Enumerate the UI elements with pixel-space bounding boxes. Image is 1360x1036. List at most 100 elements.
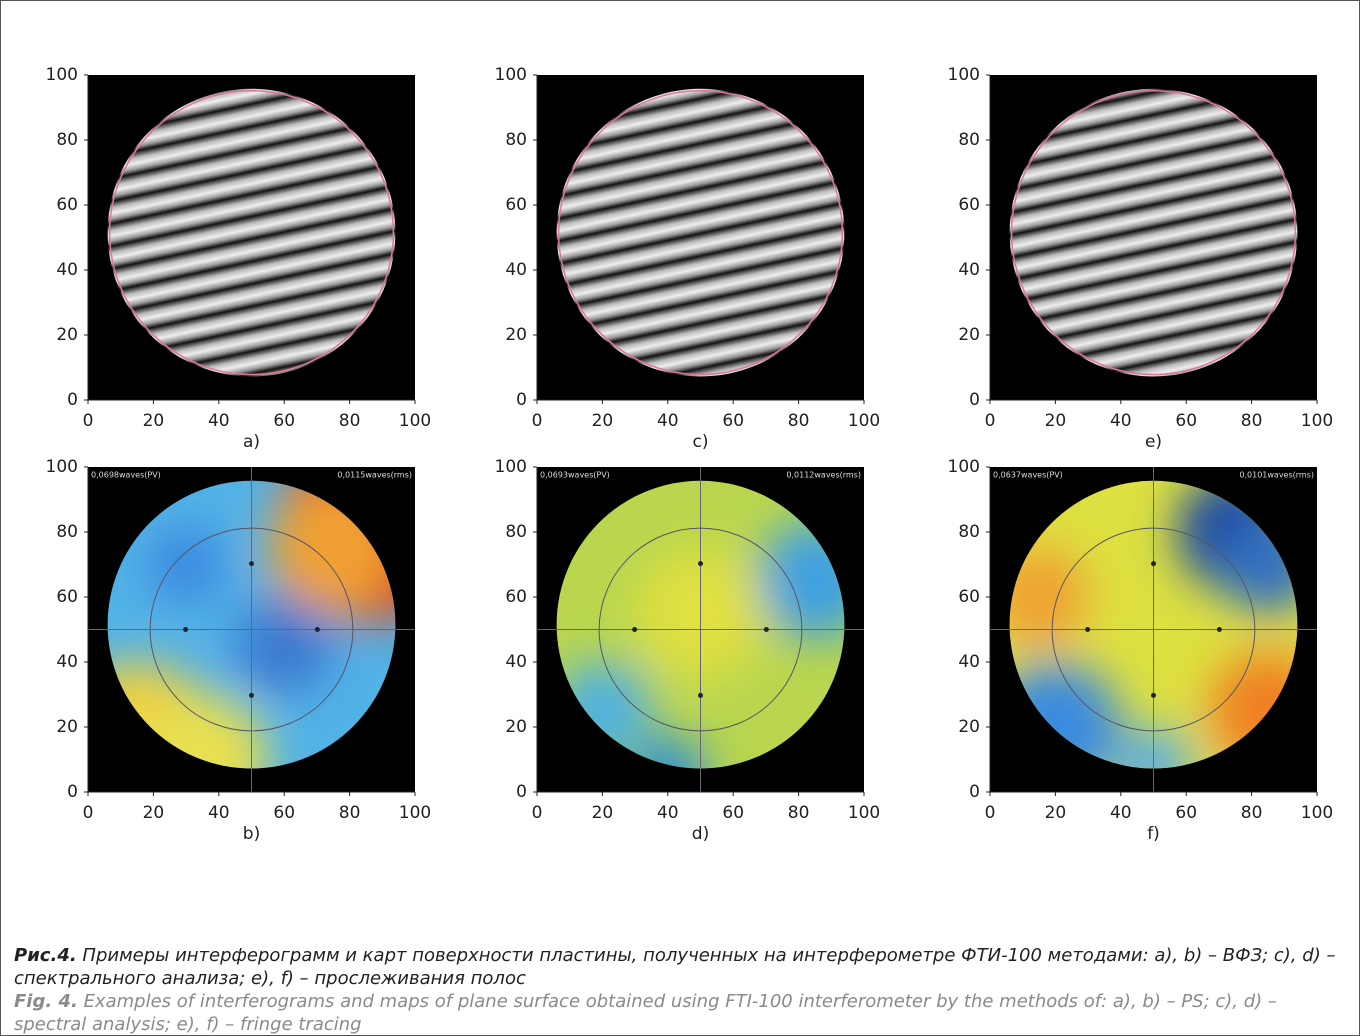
x-tick-label: 60 (722, 411, 744, 431)
y-tick-label: 80 (56, 130, 78, 150)
marker-dot (249, 561, 254, 566)
x-tick-label: 80 (339, 411, 361, 431)
x-tick-label: 20 (1045, 803, 1067, 823)
marker-dot (1217, 627, 1222, 632)
x-tick-label: 100 (1301, 411, 1333, 431)
map-blob (235, 597, 333, 695)
figure: 0 20 40 60 80 100 0 20 40 60 80 100 a) 0 20 40 60 80 100 0 2… (0, 0, 1360, 1036)
x-tick-label: 0 (532, 411, 543, 431)
x-tick-label: 0 (985, 803, 996, 823)
y-tick-label: 0 (516, 782, 527, 802)
y-tick-label: 80 (958, 522, 980, 542)
y-tick-label: 20 (505, 325, 527, 345)
map-blob (147, 525, 225, 603)
rms-label: 0,0101waves(rms) (1239, 471, 1314, 480)
y-tick-label: 60 (958, 587, 980, 607)
marker-dot (249, 693, 254, 698)
y-tick-label: 20 (958, 717, 980, 737)
caption-label: Fig. 4. (14, 991, 78, 1012)
y-tick-label: 0 (969, 782, 980, 802)
y-tick-label: 20 (958, 325, 980, 345)
x-tick-label: 0 (985, 411, 996, 431)
y-tick-label: 40 (56, 652, 78, 672)
caption-ru: Рис.4. Примеры интерферограмм и карт пов… (14, 944, 1349, 990)
y-tick-label: 80 (56, 522, 78, 542)
x-tick-label: 60 (273, 803, 295, 823)
marker-dot (698, 561, 703, 566)
y-tick-label: 100 (495, 457, 527, 477)
panel-label: c) (693, 432, 709, 452)
marker-dot (1151, 561, 1156, 566)
marker-dot (183, 627, 188, 632)
x-tick-label: 60 (722, 803, 744, 823)
x-tick-label: 20 (143, 803, 165, 823)
y-tick-label: 40 (56, 260, 78, 280)
pv-label: 0,0698waves(PV) (91, 471, 161, 480)
x-tick-label: 20 (592, 803, 614, 823)
y-tick-label: 60 (505, 587, 527, 607)
y-tick-label: 100 (948, 65, 980, 85)
marker-dot (315, 627, 320, 632)
y-tick-label: 0 (516, 390, 527, 410)
y-tick-label: 100 (948, 457, 980, 477)
marker-dot (764, 627, 769, 632)
x-tick-label: 60 (1175, 803, 1197, 823)
x-tick-label: 40 (1110, 803, 1132, 823)
x-tick-label: 0 (83, 411, 94, 431)
x-tick-label: 20 (1045, 411, 1067, 431)
y-tick-label: 40 (958, 652, 980, 672)
y-tick-label: 40 (505, 652, 527, 672)
x-tick-label: 100 (399, 803, 431, 823)
x-tick-label: 40 (208, 411, 230, 431)
caption-text: Примеры интерферограмм и карт поверхност… (14, 945, 1335, 989)
x-tick-label: 40 (1110, 411, 1132, 431)
x-tick-label: 0 (532, 803, 543, 823)
y-tick-label: 100 (46, 457, 78, 477)
y-tick-label: 20 (56, 325, 78, 345)
panel-label: b) (243, 824, 260, 844)
x-tick-label: 80 (788, 803, 810, 823)
y-tick-label: 0 (67, 390, 78, 410)
y-tick-label: 80 (505, 130, 527, 150)
marker-dot (1085, 627, 1090, 632)
panel-label: a) (243, 432, 260, 452)
x-tick-label: 20 (592, 411, 614, 431)
x-tick-label: 60 (1175, 411, 1197, 431)
panel-label: d) (692, 824, 709, 844)
x-tick-label: 100 (1301, 803, 1333, 823)
y-tick-label: 100 (46, 65, 78, 85)
pv-label: 0,0693waves(PV) (540, 471, 610, 480)
x-tick-label: 80 (339, 803, 361, 823)
x-tick-label: 100 (848, 803, 880, 823)
x-tick-label: 100 (848, 411, 880, 431)
x-tick-label: 80 (788, 411, 810, 431)
y-tick-label: 60 (958, 195, 980, 215)
caption: Рис.4. Примеры интерферограмм и карт пов… (14, 944, 1349, 1036)
marker-dot (1151, 693, 1156, 698)
x-tick-label: 20 (143, 411, 165, 431)
x-tick-label: 80 (1241, 803, 1263, 823)
x-tick-label: 100 (399, 411, 431, 431)
page: {"panels":[ {"label":"a)","kind":"interf… (0, 0, 1360, 1036)
panel-label: f) (1147, 824, 1160, 844)
y-tick-label: 80 (505, 522, 527, 542)
y-tick-label: 60 (56, 587, 78, 607)
y-tick-label: 0 (969, 390, 980, 410)
y-tick-label: 60 (56, 195, 78, 215)
caption-en: Fig. 4. Examples of interferograms and m… (14, 990, 1349, 1036)
y-tick-label: 60 (505, 195, 527, 215)
y-tick-label: 40 (505, 260, 527, 280)
y-tick-label: 0 (67, 782, 78, 802)
y-tick-label: 20 (56, 717, 78, 737)
y-tick-label: 40 (958, 260, 980, 280)
marker-dot (698, 693, 703, 698)
y-tick-label: 20 (505, 717, 527, 737)
x-tick-label: 60 (273, 411, 295, 431)
y-tick-label: 100 (495, 65, 527, 85)
panel-label: e) (1145, 432, 1162, 452)
marker-dot (632, 627, 637, 632)
x-tick-label: 0 (83, 803, 94, 823)
x-tick-label: 40 (657, 411, 679, 431)
y-tick-label: 80 (958, 130, 980, 150)
caption-text: Examples of interferograms and maps of p… (14, 991, 1277, 1035)
